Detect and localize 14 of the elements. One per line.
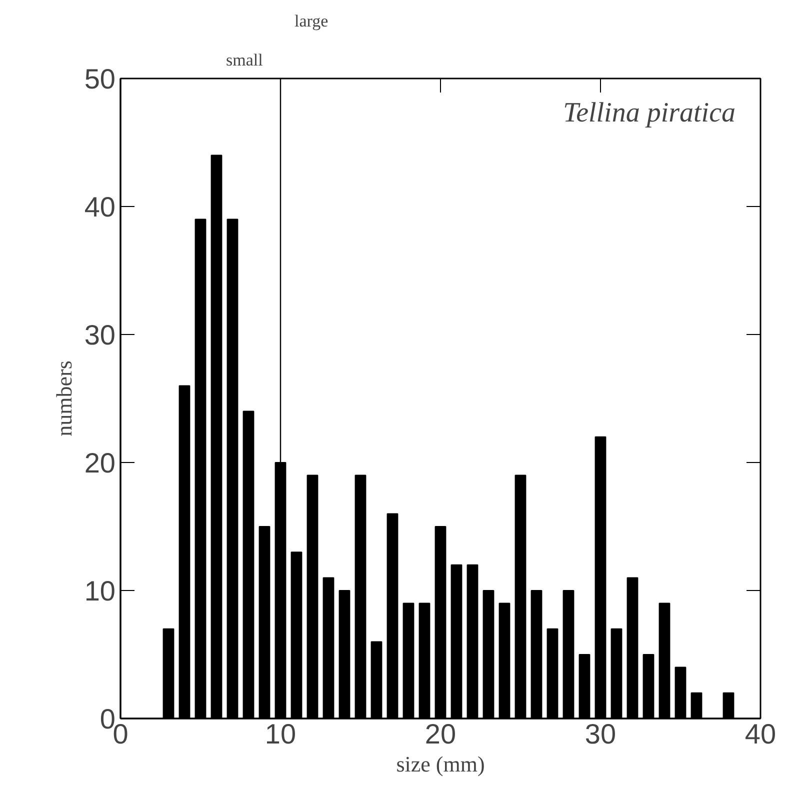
x-tick-label: 40 — [744, 718, 776, 750]
text: Tellina piratica — [563, 98, 736, 128]
x-tick-label: 30 — [584, 718, 616, 750]
y-tick-label: 10 — [84, 576, 116, 606]
y-tick-label: 30 — [84, 320, 116, 350]
y-axis-title: numbers — [51, 360, 76, 436]
y-tick-label: 20 — [84, 448, 116, 478]
y-tick-label: 50 — [84, 64, 116, 94]
x-tick-label: 10 — [264, 718, 296, 750]
x-tick-label: 20 — [424, 718, 456, 750]
x-axis-title: size (mm) — [396, 752, 485, 776]
text: large — [294, 12, 328, 30]
text: small — [226, 50, 264, 70]
y-tick-label: 40 — [84, 192, 116, 222]
